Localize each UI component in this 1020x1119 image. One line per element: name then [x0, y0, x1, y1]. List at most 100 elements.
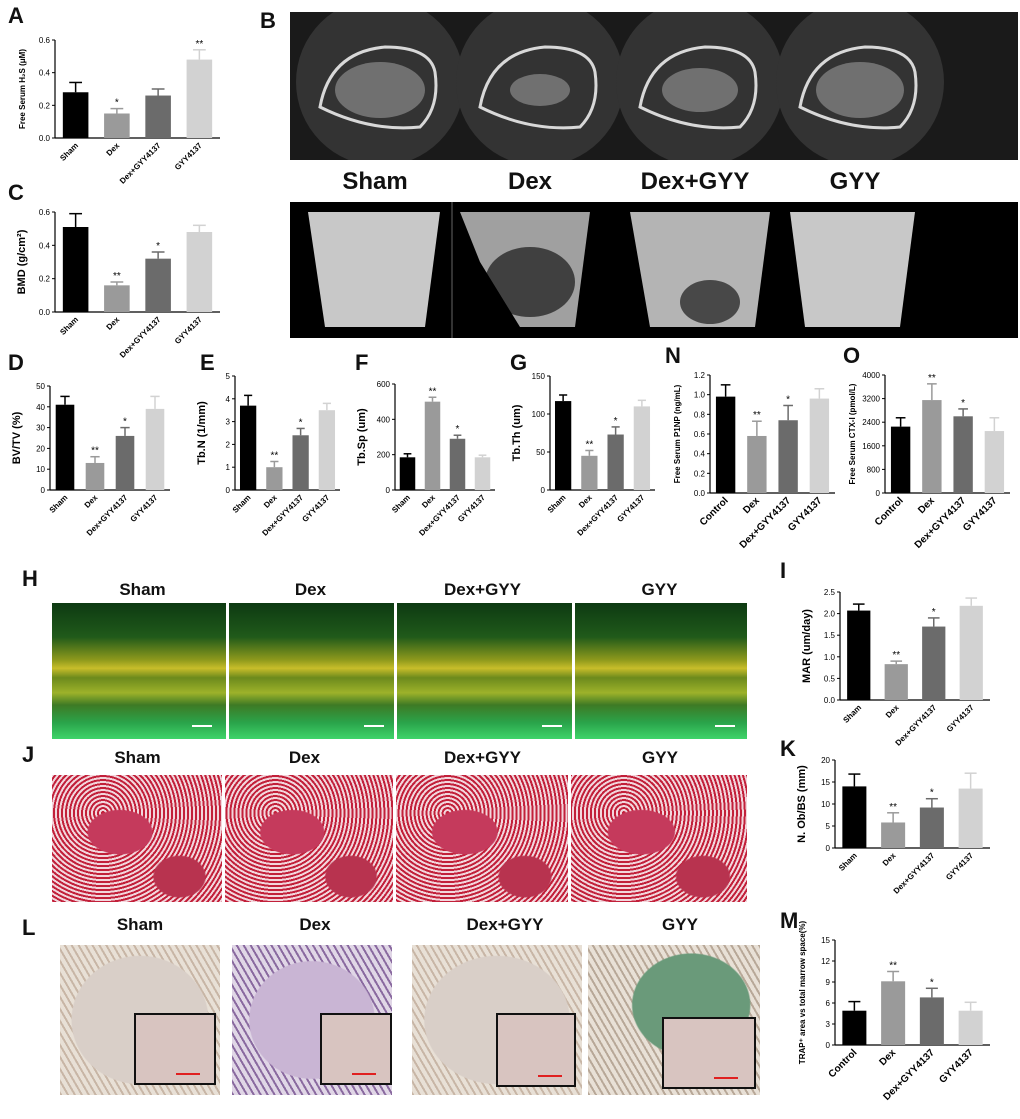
- trap-image-gyy: [588, 945, 760, 1095]
- bar: [922, 626, 946, 700]
- significance-marker: *: [299, 417, 303, 428]
- y-tick-label: 1.2: [694, 371, 706, 380]
- y-axis-label: Free Serum CTX-I (pmol/L): [848, 383, 857, 484]
- significance-marker: **: [195, 39, 203, 50]
- ct-label-dex-gyy: Dex+GYY: [640, 168, 750, 195]
- j-label-gyy: GYY: [642, 748, 678, 767]
- significance-marker: *: [156, 241, 160, 252]
- y-tick-label: 0: [826, 844, 831, 853]
- y-tick-label: 2: [226, 440, 231, 449]
- bar: [145, 408, 165, 490]
- j-label-dex: Dex: [288, 748, 321, 767]
- bar: [554, 401, 572, 490]
- bar: [266, 467, 283, 490]
- trichrome-image-dex: [225, 775, 393, 902]
- x-category-label: Sham: [390, 493, 412, 515]
- bar: [399, 457, 416, 490]
- panel-letter-o: O: [843, 343, 861, 368]
- significance-marker: *: [456, 424, 460, 435]
- x-category-label: Dex: [741, 495, 762, 516]
- bar: [847, 610, 871, 700]
- significance-marker: *: [930, 977, 934, 988]
- bar: [884, 664, 908, 700]
- x-category-label: Dex: [877, 1047, 898, 1068]
- h-label-sham: Sham: [119, 580, 166, 599]
- y-tick-label: 1600: [862, 442, 880, 451]
- bar: [186, 59, 213, 138]
- fluorescence-image-dex: [229, 603, 394, 739]
- y-axis-label: N. Ob/BS (mm): [796, 765, 808, 843]
- y-tick-label: 0.2: [694, 469, 706, 478]
- x-category-label: Sham: [837, 851, 859, 873]
- x-category-label: Sham: [231, 493, 253, 515]
- y-tick-label: 0.2: [39, 101, 51, 110]
- chart-n-p1np: 0.0 0.2 0.4 0.6 0.8 1.0 1.2 Free Serum P1NP (ng…: [673, 371, 835, 551]
- y-tick-label: 0.6: [39, 208, 51, 217]
- panel-letter-j: J: [22, 742, 35, 767]
- y-tick-label: 0.8: [694, 410, 706, 419]
- x-category-label: Control: [698, 495, 731, 528]
- significance-marker: **: [889, 961, 897, 972]
- x-category-label: GYY4137: [129, 493, 160, 524]
- panel-letter-h: H: [22, 566, 38, 591]
- bar: [239, 405, 257, 490]
- y-tick-label: 600: [377, 380, 391, 389]
- x-category-label: GYY4137: [961, 495, 1000, 534]
- x-category-label: Dex: [105, 315, 122, 332]
- y-axis-label: Tb.Sp (um): [356, 408, 368, 466]
- significance-marker: **: [889, 802, 897, 813]
- x-category-label: Dex: [881, 851, 898, 868]
- significance-marker: *: [115, 98, 119, 109]
- scale-bar: [192, 725, 212, 727]
- y-axis-label: TRAP⁺ area vs total marrow space(%): [798, 920, 807, 1064]
- y-axis-label: Free Serum H₂S (μM): [18, 49, 27, 129]
- bar: [953, 416, 973, 493]
- scale-bar: [715, 725, 735, 727]
- y-tick-label: 20: [36, 444, 45, 453]
- panel-letter-f: F: [355, 350, 369, 375]
- y-axis-label: Free Serum P1NP (ng/mL): [673, 384, 682, 483]
- fluorescence-image-sham: [52, 603, 226, 739]
- significance-marker: **: [113, 271, 121, 282]
- bar: [778, 420, 798, 493]
- y-tick-label: 50: [36, 382, 45, 391]
- microct-3d-strip: [290, 202, 1018, 338]
- x-category-label: Dex: [420, 493, 437, 510]
- x-category-label: GYY4137: [173, 141, 204, 172]
- h-label-dex: Dex: [294, 580, 327, 599]
- y-tick-label: 400: [377, 415, 391, 424]
- l-label-gyy: GYY: [662, 915, 698, 934]
- significance-marker: **: [585, 439, 593, 450]
- scale-bar: [352, 1073, 376, 1075]
- bar: [747, 435, 767, 493]
- y-axis-label: MAR (um/day): [801, 609, 813, 683]
- bar: [842, 1010, 867, 1045]
- x-category-label: Dex: [916, 495, 937, 516]
- scale-bar: [714, 1077, 738, 1079]
- x-category-label: Dex: [105, 141, 122, 158]
- chart-o-ctx: 0 800 1600 2400 3200 4000 Free Serum CTX-I (pm…: [848, 371, 1010, 551]
- bar: [292, 435, 309, 490]
- inset-zoom: [134, 1013, 216, 1085]
- y-tick-label: 4000: [862, 371, 880, 380]
- j-label-dex-gyy: Dex+GYY: [443, 748, 521, 767]
- x-category-label: GYY4137: [173, 315, 204, 346]
- ct-label-dex: Dex: [507, 168, 553, 195]
- fluorescence-image-dex-gyy: [397, 603, 572, 739]
- y-tick-label: 150: [532, 372, 546, 381]
- y-tick-label: 1.5: [824, 631, 836, 640]
- y-tick-label: 1.0: [824, 653, 836, 662]
- bar: [715, 396, 736, 493]
- ct-label-sham: Sham: [342, 168, 408, 195]
- panel-letter-d: D: [8, 350, 24, 375]
- y-tick-label: 0: [876, 489, 881, 498]
- bar: [145, 258, 171, 312]
- scale-bar: [538, 1075, 562, 1077]
- significance-marker: *: [961, 398, 965, 409]
- panel-letter-k: K: [780, 736, 796, 761]
- scale-bar: [542, 725, 562, 727]
